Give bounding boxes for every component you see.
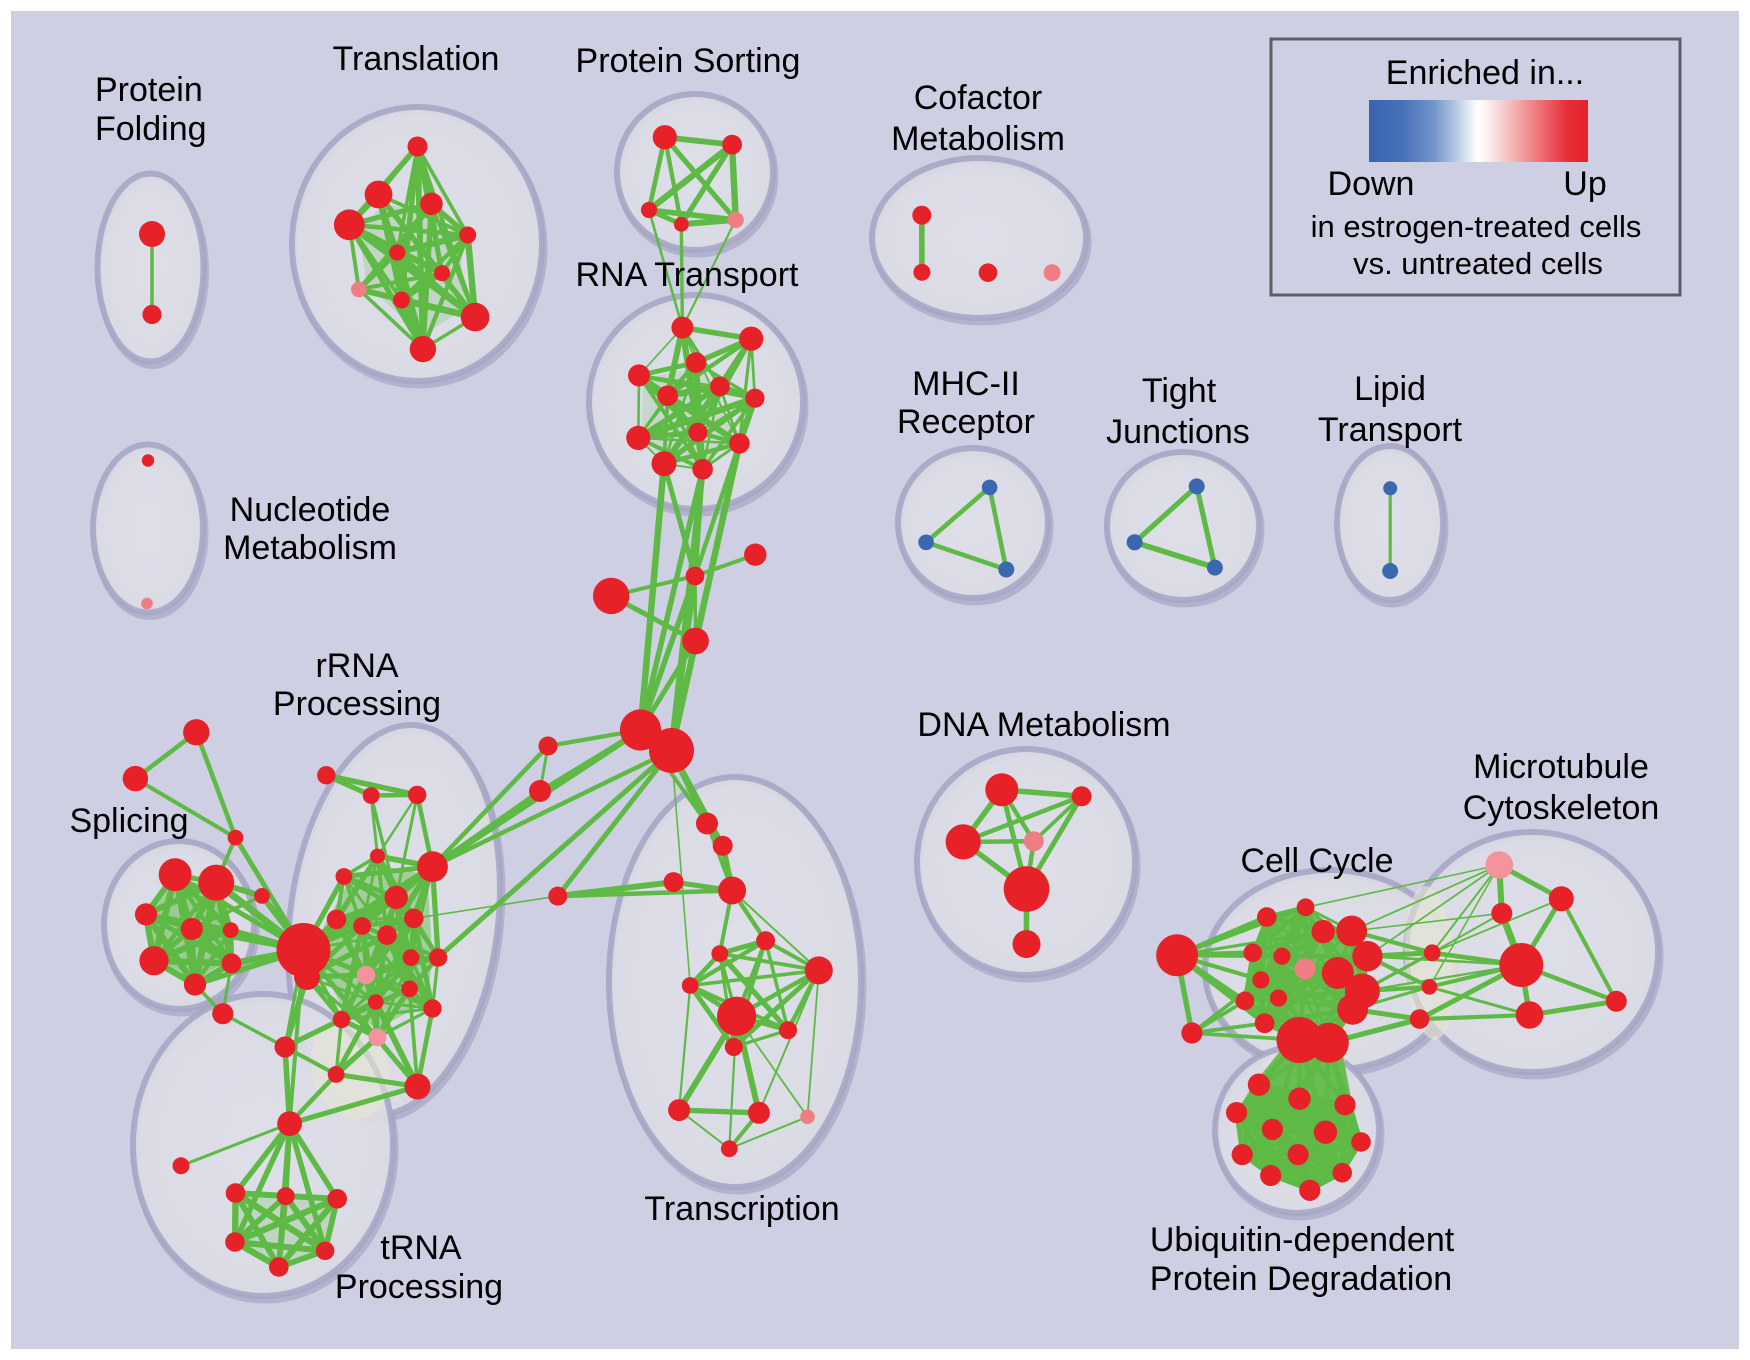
svg-text:Splicing: Splicing — [69, 802, 188, 840]
svg-text:Cell Cycle: Cell Cycle — [1240, 842, 1393, 880]
svg-text:Folding: Folding — [95, 110, 207, 148]
svg-text:Cofactor: Cofactor — [914, 79, 1043, 117]
svg-text:rRNA: rRNA — [315, 647, 398, 685]
svg-text:Processing: Processing — [273, 685, 441, 723]
svg-text:Protein Sorting: Protein Sorting — [576, 42, 801, 80]
svg-text:Transport: Transport — [1318, 411, 1463, 449]
svg-text:Cytoskeleton: Cytoskeleton — [1463, 789, 1660, 827]
svg-text:in estrogen-treated cells: in estrogen-treated cells — [1311, 209, 1642, 244]
svg-text:Processing: Processing — [335, 1268, 503, 1306]
svg-text:Metabolism: Metabolism — [223, 529, 397, 567]
svg-text:DNA Metabolism: DNA Metabolism — [917, 706, 1170, 744]
svg-text:Microtubule: Microtubule — [1473, 748, 1649, 786]
svg-text:Lipid: Lipid — [1354, 370, 1426, 408]
svg-text:Ubiquitin-dependent: Ubiquitin-dependent — [1150, 1221, 1455, 1259]
svg-text:tRNA: tRNA — [380, 1229, 462, 1267]
svg-text:Down: Down — [1328, 165, 1415, 203]
svg-text:Transcription: Transcription — [644, 1190, 839, 1228]
svg-text:Protein Degradation: Protein Degradation — [1150, 1260, 1452, 1298]
svg-text:Up: Up — [1563, 165, 1606, 203]
svg-text:Tight: Tight — [1142, 372, 1217, 410]
svg-text:Nucleotide: Nucleotide — [230, 491, 391, 529]
svg-text:Translation: Translation — [333, 40, 500, 78]
svg-text:vs. untreated cells: vs. untreated cells — [1353, 246, 1603, 281]
svg-text:Enriched in...: Enriched in... — [1386, 54, 1584, 92]
svg-text:RNA Transport: RNA Transport — [576, 256, 800, 294]
svg-text:Junctions: Junctions — [1106, 413, 1250, 451]
svg-text:Receptor: Receptor — [897, 403, 1035, 441]
svg-text:Protein: Protein — [95, 71, 203, 109]
svg-text:MHC-II: MHC-II — [912, 365, 1020, 403]
svg-text:Metabolism: Metabolism — [891, 120, 1065, 158]
